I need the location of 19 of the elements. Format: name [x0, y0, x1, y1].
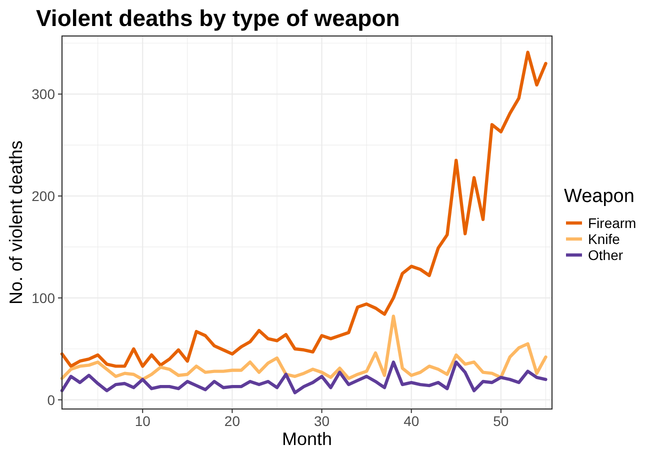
x-axis-title: Month: [282, 429, 332, 449]
x-tick-label: 50: [493, 413, 509, 429]
x-tick-label: 20: [224, 413, 240, 429]
legend-label: Knife: [588, 231, 620, 247]
y-axis-title: No. of violent deaths: [6, 140, 26, 305]
legend-title: Weapon: [564, 186, 634, 207]
x-tick-label: 30: [314, 413, 330, 429]
y-tick-label: 200: [32, 188, 56, 204]
line-series: [60, 50, 548, 368]
y-tick-label: 300: [32, 86, 56, 102]
chart-title: Violent deaths by type of weapon: [36, 5, 400, 31]
x-tick-label: 10: [134, 413, 151, 429]
line-series: [60, 360, 548, 394]
legend-label: Firearm: [588, 215, 636, 231]
line-series: [60, 314, 548, 382]
legend-label: Other: [588, 247, 624, 263]
y-tick-label: 100: [32, 290, 56, 306]
x-tick-label: 40: [404, 413, 420, 429]
y-tick-label: 0: [47, 392, 56, 408]
